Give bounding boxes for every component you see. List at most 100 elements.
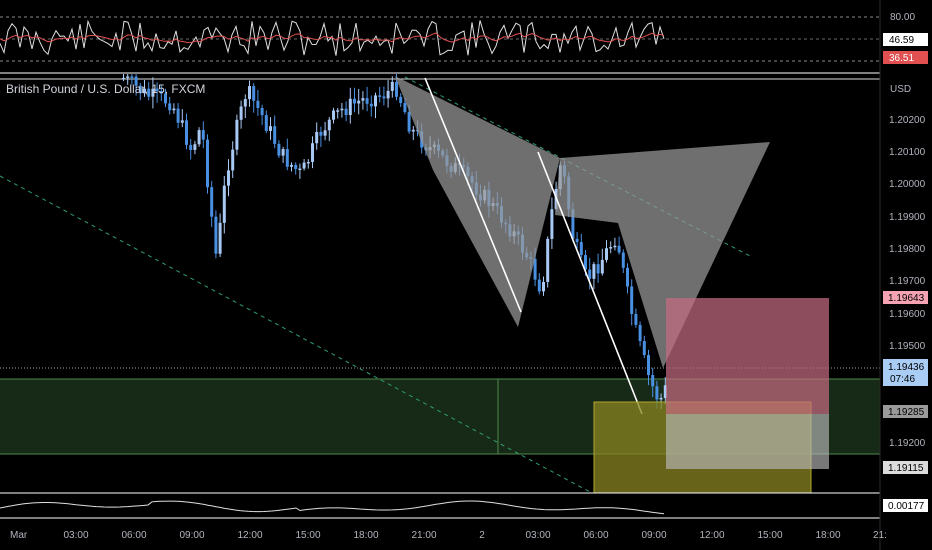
symbol-title[interactable]: British Pound / U.S. Dollar, 15, FXCM	[6, 82, 206, 96]
rsi-ma-label: 36.51	[889, 53, 914, 64]
time-tick-label: 21:	[873, 530, 887, 541]
candle-body	[256, 100, 260, 108]
target-price-label: 1.19115	[888, 463, 924, 474]
candle-body	[382, 96, 386, 99]
price-tick-label: 1.19800	[889, 244, 926, 255]
rsi-value-badge	[883, 33, 928, 46]
candle-body	[176, 108, 180, 123]
candle-body	[239, 106, 243, 120]
rsi-pane	[0, 16, 880, 62]
candle-body	[130, 76, 134, 78]
candle-body	[264, 115, 268, 131]
candle-body	[621, 252, 625, 268]
candle-body	[306, 161, 310, 164]
price-tick-label: 1.19500	[889, 341, 926, 352]
stop-loss-price-badge	[883, 291, 928, 304]
candle-body	[609, 247, 613, 249]
candle-body	[185, 120, 188, 145]
candle-body	[298, 168, 302, 171]
candle-body	[332, 110, 335, 120]
candle-body	[596, 264, 600, 274]
time-tick-label: 06:00	[121, 530, 146, 541]
time-tick-label: 15:00	[757, 530, 782, 541]
candle-body	[302, 162, 306, 169]
candle-body	[323, 130, 327, 136]
candle-body	[638, 324, 642, 342]
candle-body	[600, 259, 604, 274]
price-tick-label: 1.19200	[889, 438, 926, 449]
price-tick-label: 1.20000	[889, 179, 926, 190]
candle-body	[659, 397, 663, 400]
oscillator-line	[0, 500, 665, 515]
time-ticks-group: Mar 03:00 06:00 09:00 12:00 15:00 18:00 21:00 2 0…	[10, 530, 887, 541]
candle-body	[126, 76, 130, 78]
price-tick-label: 1.19600	[889, 309, 926, 320]
candle-body	[227, 170, 230, 186]
candle-body	[386, 90, 390, 99]
harmonic-pattern-2	[555, 142, 770, 368]
candle-body	[201, 130, 205, 140]
time-tick-label: 03:00	[525, 530, 550, 541]
candle-body	[647, 355, 650, 375]
candle-body	[290, 164, 293, 167]
candle-body	[189, 144, 193, 150]
candle-body	[634, 313, 638, 325]
candle-body	[626, 267, 629, 287]
candle-body	[542, 281, 545, 292]
rsi-level-80-label: 80.00	[890, 12, 915, 23]
candle-body	[378, 95, 382, 97]
candle-body	[285, 149, 289, 167]
candle-body	[218, 222, 222, 254]
candle-body	[357, 100, 361, 104]
time-tick-label: 18:00	[353, 530, 378, 541]
candle-body	[361, 98, 365, 101]
candle-body	[588, 269, 592, 279]
time-tick-label: Mar	[10, 530, 28, 541]
stop-loss-zone	[666, 298, 829, 414]
candle-body	[546, 238, 550, 282]
candle-body	[151, 88, 155, 97]
candle-body	[605, 248, 608, 260]
candle-body	[155, 88, 159, 92]
candle-body	[630, 286, 634, 314]
candle-body	[369, 103, 373, 107]
candle-body	[159, 91, 163, 94]
mid-price-badge	[883, 405, 928, 418]
candle-body	[365, 98, 369, 104]
price-ticks-group: 1.20200 1.20100 1.20000 1.19900 1.19800 1.197…	[889, 115, 926, 449]
time-tick-label: 12:00	[699, 530, 724, 541]
candle-body	[277, 143, 281, 156]
stop-loss-price-label: 1.19643	[888, 293, 925, 304]
candle-body	[231, 149, 235, 171]
candle-body	[222, 185, 226, 223]
candle-body	[143, 88, 146, 94]
rsi-line	[0, 19, 665, 56]
candle-body	[592, 264, 596, 279]
candle-body	[122, 77, 125, 80]
current-price-label: 1.19436	[888, 362, 925, 373]
candle-body	[395, 81, 398, 97]
candle-body	[584, 255, 587, 270]
trend-line-2	[537, 151, 643, 415]
candle-body	[575, 238, 579, 243]
time-tick-label: 12:00	[237, 530, 262, 541]
candle-body	[327, 119, 331, 131]
candle-body	[281, 149, 285, 156]
rsi-value-label: 46.59	[889, 35, 914, 46]
current-price-badge	[883, 359, 928, 386]
take-profit-zone	[666, 414, 829, 469]
candle-body	[579, 242, 583, 256]
price-axis-background	[880, 0, 932, 550]
candle-body	[550, 209, 554, 239]
candle-body	[340, 108, 344, 111]
candle-body	[197, 130, 201, 145]
candle-body	[319, 131, 323, 136]
candle-body	[273, 126, 277, 144]
candle-body	[214, 216, 218, 254]
candle-body	[193, 144, 197, 150]
price-tick-label: 1.19900	[889, 212, 926, 223]
candle-body	[134, 76, 138, 86]
harmonic-pattern-1	[395, 76, 560, 327]
rsi-ma-badge	[883, 51, 928, 64]
